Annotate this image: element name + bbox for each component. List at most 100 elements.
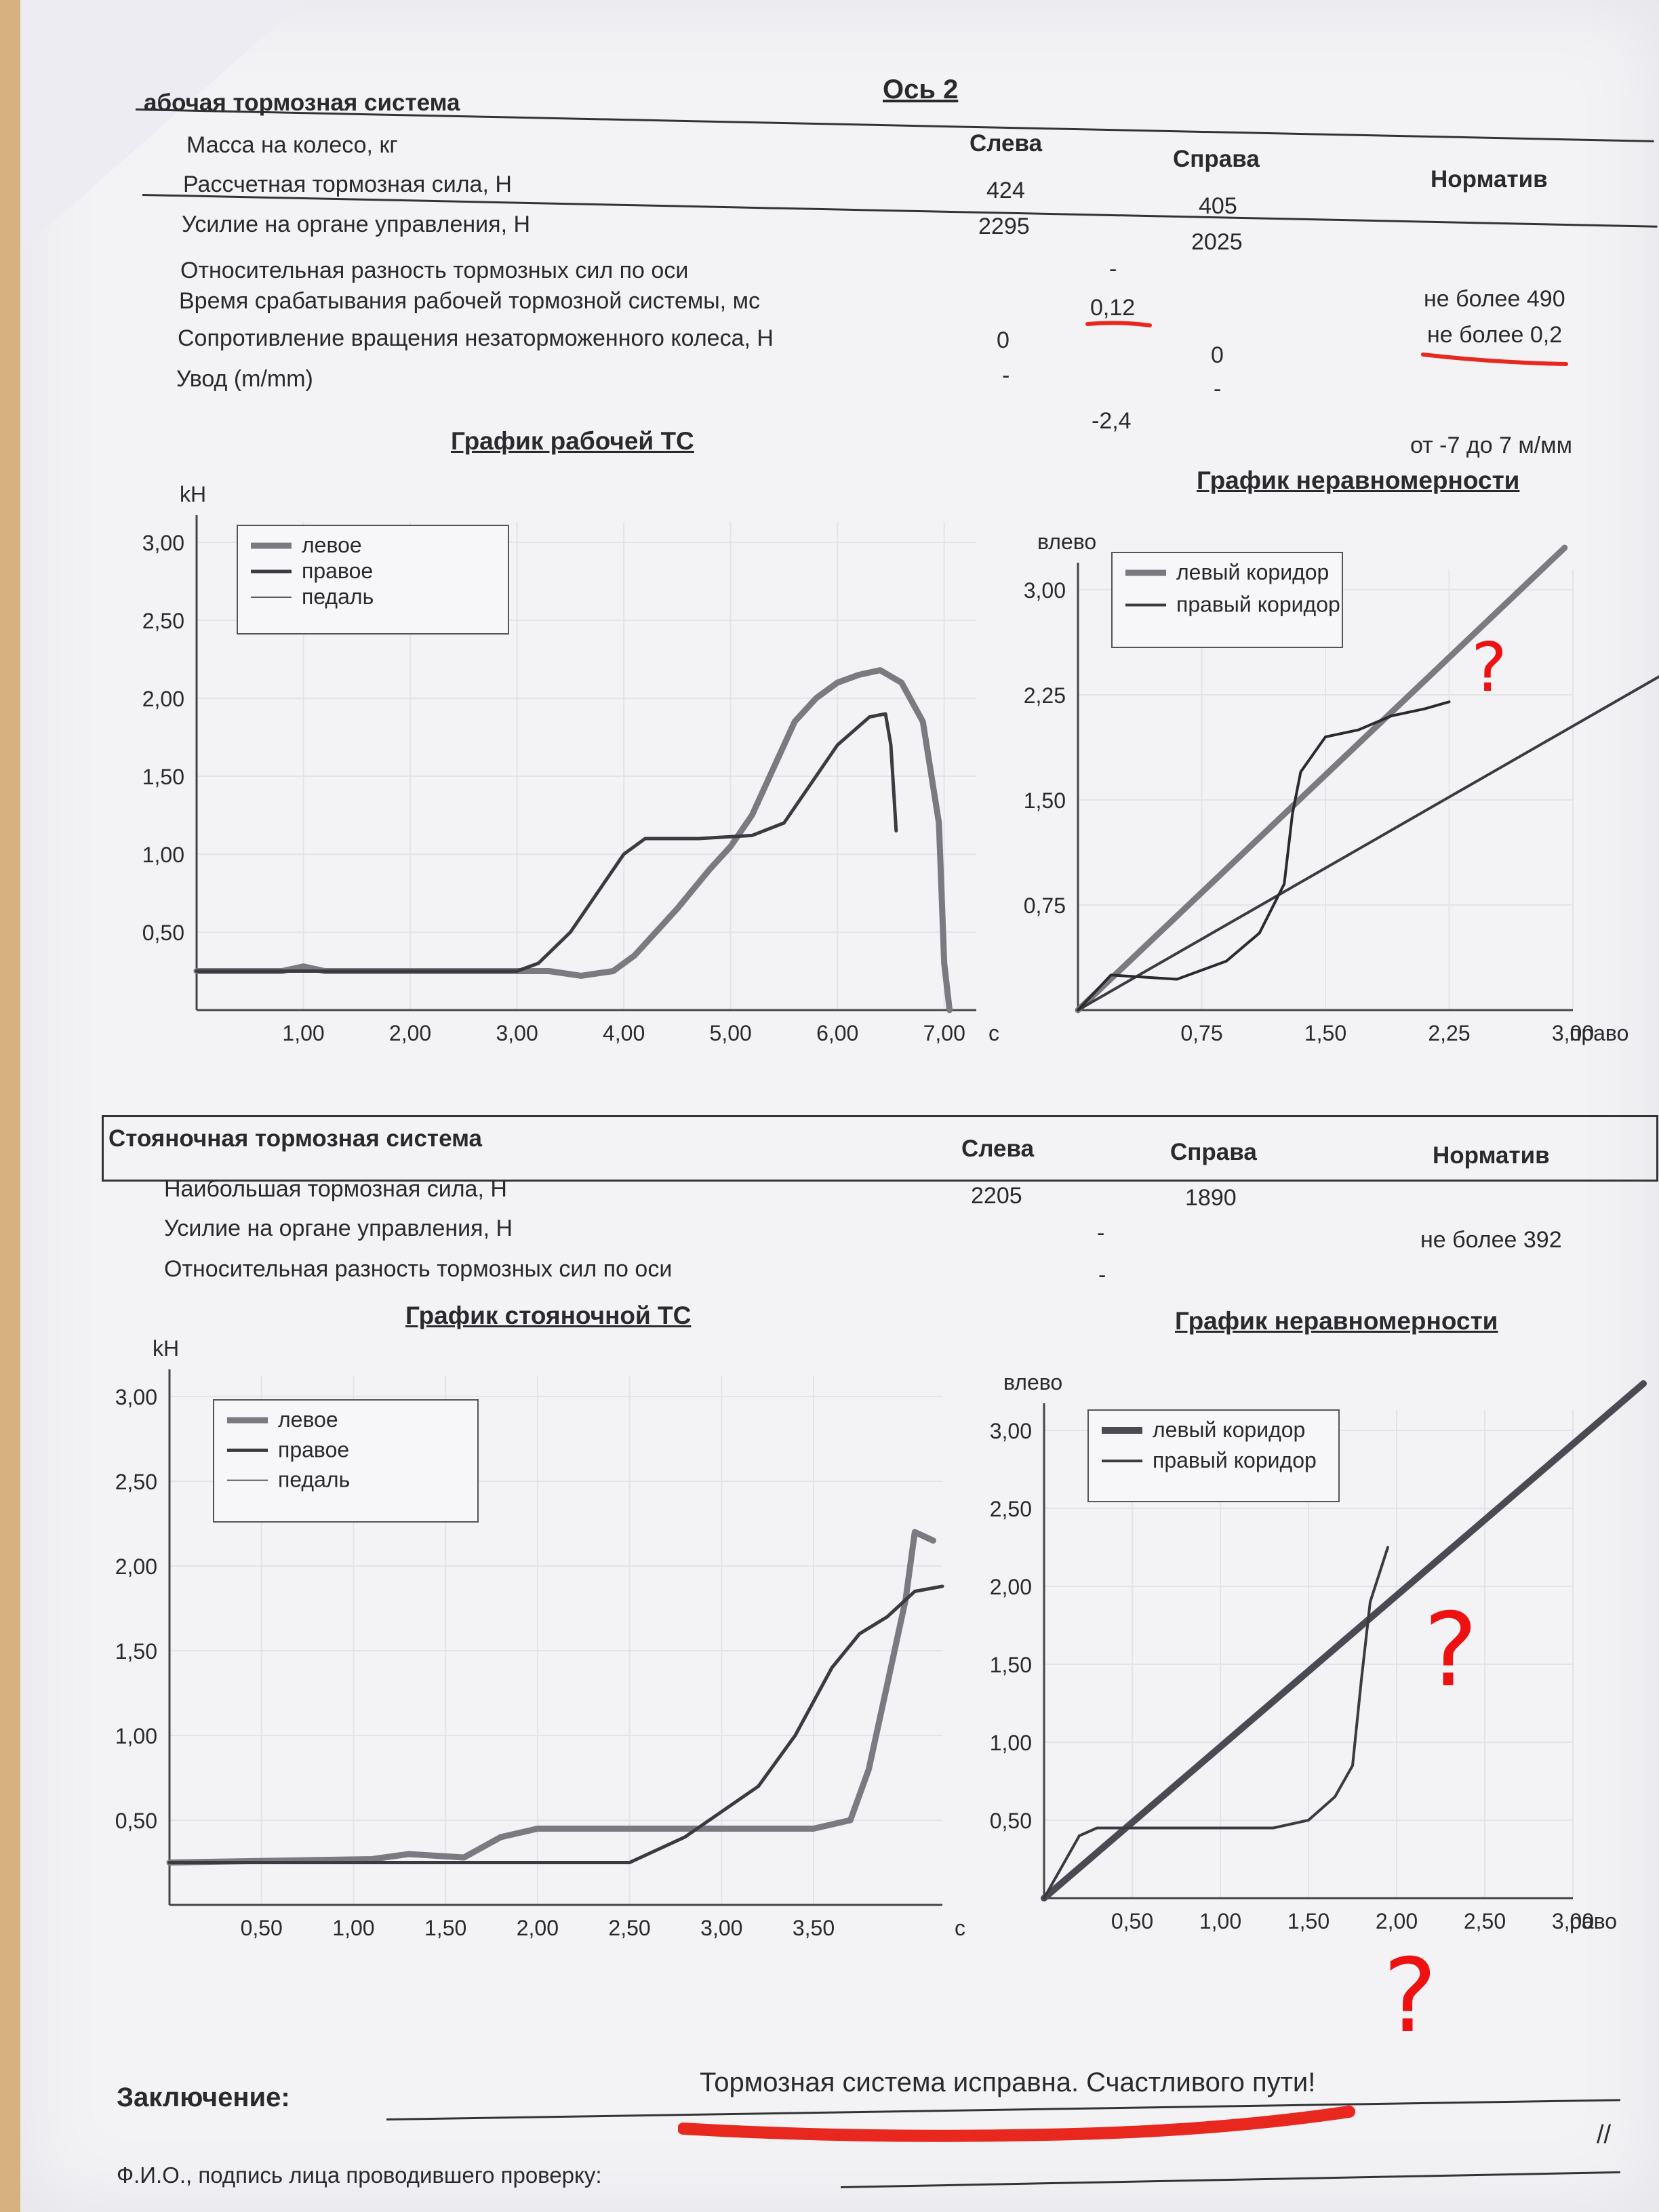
red-underline-mark: [678, 2106, 1355, 2142]
x-tick-label: 2,00: [1376, 1909, 1418, 1933]
parking-col-left: Слева: [961, 1135, 1035, 1162]
y-tick-label: 2,00: [990, 1575, 1032, 1599]
service-brake-chart: 1,00 2,00 3,00 4,00 5,00 6,00 7,00 0,50 1,00 1,50…: [142, 482, 999, 1045]
x-tick-label: 3,00: [1552, 1021, 1594, 1045]
y-tick-label: 2,00: [142, 687, 184, 711]
series-line: [1075, 544, 1568, 1013]
parking-row-label: Относительная разность тормозных сил по …: [164, 1256, 673, 1282]
x-tick-label: 5,00: [710, 1021, 752, 1045]
parking-row-norm-value: не более 392: [1420, 1227, 1562, 1253]
x-tick-label: 0,75: [1180, 1021, 1222, 1045]
legend-entry: педаль: [278, 1468, 350, 1492]
document-sheet: [20, 0, 1659, 2212]
axle-title: Ось 2: [883, 75, 959, 104]
service-unevenness-chart: 0,75 1,50 2,25 3,00 0,75 1,50 2,25 3,00 влево пра…: [1024, 529, 1659, 1045]
x-tick-label: 6,00: [816, 1021, 858, 1045]
x-tick-label: 3,50: [793, 1916, 835, 1940]
conclusion-text: Тормозная система исправна. Счастливого …: [700, 2068, 1316, 2097]
parking-col-norm: Норматив: [1433, 1142, 1550, 1169]
x-tick-label: 1,50: [424, 1916, 466, 1940]
y-tick-label: 1,50: [1024, 788, 1066, 813]
parking-col-right: Справа: [1170, 1139, 1257, 1165]
chart-title: График стояночной ТС: [405, 1302, 692, 1329]
y-tick-label: 0,50: [142, 921, 184, 945]
service-row-right-value: 405: [1199, 193, 1237, 219]
service-row-mid-value: -: [1109, 256, 1117, 282]
service-col-norm: Норматив: [1431, 166, 1548, 193]
y-tick-label: 2,50: [115, 1470, 157, 1494]
service-row-left-value: 2295: [978, 214, 1030, 239]
x-tick-label: 1,50: [1304, 1021, 1346, 1045]
legend-entry: левый коридор: [1153, 1417, 1305, 1442]
y-tick-label: 1,00: [142, 843, 184, 867]
y-tick-label: 1,50: [142, 765, 184, 789]
legend-entry: правое: [302, 559, 373, 583]
y-tick-label: 3,00: [1024, 578, 1066, 603]
y-tick-label: 2,00: [115, 1554, 157, 1579]
y-tick-label: 2,50: [142, 609, 184, 633]
parking-row-left-value: 2205: [971, 1183, 1022, 1209]
series-line: [166, 1529, 936, 1866]
series-line: [193, 667, 953, 1013]
service-row-label: Рассчетная тормозная сила, Н: [183, 172, 512, 197]
service-row-norm-value: не более 490: [1424, 286, 1565, 312]
parking-row-label: Наибольшая тормозная сила, Н: [164, 1176, 507, 1202]
y-tick-label: 2,25: [1024, 683, 1066, 708]
series-line: [167, 1584, 944, 1864]
legend-box: [1111, 552, 1343, 648]
series-line: [1077, 675, 1659, 1011]
service-brake-title: абочая тормозная система: [144, 89, 460, 116]
y-tick-label: 1,00: [990, 1731, 1032, 1755]
red-underline-mark: [1085, 321, 1152, 327]
service-row-label: Относительная разность тормозных сил по …: [180, 258, 689, 283]
x-tick-label: 2,50: [1464, 1909, 1506, 1933]
x-tick-label: 3,00: [700, 1916, 742, 1940]
service-row-left-value: -: [1002, 363, 1010, 388]
y-tick-label: 1,50: [115, 1639, 157, 1664]
x-tick-label: 2,25: [1428, 1021, 1470, 1045]
parking-unevenness-chart: 0,50 1,00 1,50 2,00 2,50 3,00 0,50 1,00 1,50 2,00…: [990, 1370, 1647, 1933]
signature-mark: //: [1597, 2120, 1612, 2149]
signature-label: Ф.И.О., подпись лица проводившего провер…: [117, 2163, 602, 2188]
service-row-left-value: 0: [997, 327, 1010, 353]
y-axis-label: kH: [153, 1336, 179, 1361]
x-tick-label: 1,00: [282, 1021, 324, 1045]
service-row-right-value: -: [1214, 376, 1222, 402]
x-tick-label: 2,50: [608, 1916, 650, 1940]
service-row-label: Сопротивление вращения незаторможенного …: [178, 325, 774, 351]
service-row-mid-value: -2,4: [1092, 408, 1132, 434]
chart-title: График рабочей ТС: [451, 427, 694, 455]
service-col-right: Справа: [1173, 146, 1260, 172]
parking-brake-title: Стояночная тормозная система: [108, 1125, 482, 1152]
x-tick-label: 0,50: [241, 1916, 283, 1940]
y-tick-label: 1,50: [990, 1653, 1032, 1677]
y-tick-label: 0,75: [1024, 893, 1066, 918]
x-tick-label: 4,00: [603, 1021, 645, 1045]
question-mark-annotation: ?: [1383, 1937, 1437, 2055]
parking-row-mid-value: -: [1098, 1262, 1106, 1288]
service-row-right-value: 0: [1211, 342, 1224, 368]
service-row-label: Масса на колесо, кг: [186, 132, 398, 158]
service-row-mid-value: 0,12: [1090, 295, 1136, 321]
service-row-label: Усилие на органе управления, Н: [182, 212, 531, 237]
conclusion-label: Заключение:: [117, 2083, 290, 2112]
parking-brake-chart: 0,50 1,00 1,50 2,00 2,50 3,00 3,50 0,50 1,00 1,50…: [115, 1336, 965, 1940]
service-row-norm-value: не более 0,2: [1427, 322, 1563, 348]
x-tick-label: 3,00: [496, 1021, 538, 1045]
parking-row-right-value: 1890: [1185, 1185, 1237, 1211]
parking-row-mid-value: -: [1097, 1220, 1105, 1246]
legend-entry: педаль: [302, 584, 374, 609]
y-tick-label: 3,00: [142, 531, 184, 555]
x-tick-label: 0,50: [1111, 1909, 1153, 1933]
legend-entry: левый коридор: [1176, 560, 1329, 584]
y-tick-label: 3,00: [115, 1385, 157, 1409]
y-tick-label: 0,50: [115, 1809, 157, 1833]
legend-box: [1087, 1409, 1340, 1502]
legend-entry: правый коридор: [1176, 592, 1340, 617]
question-mark-annotation: ?: [1424, 1592, 1478, 1710]
x-tick-label: 7,00: [923, 1021, 965, 1045]
service-row-left-value: 424: [986, 178, 1025, 203]
chart-title: График неравномерности: [1197, 466, 1520, 494]
x-tick-label: 1,00: [332, 1916, 374, 1940]
x-axis-label: c: [955, 1916, 965, 1940]
